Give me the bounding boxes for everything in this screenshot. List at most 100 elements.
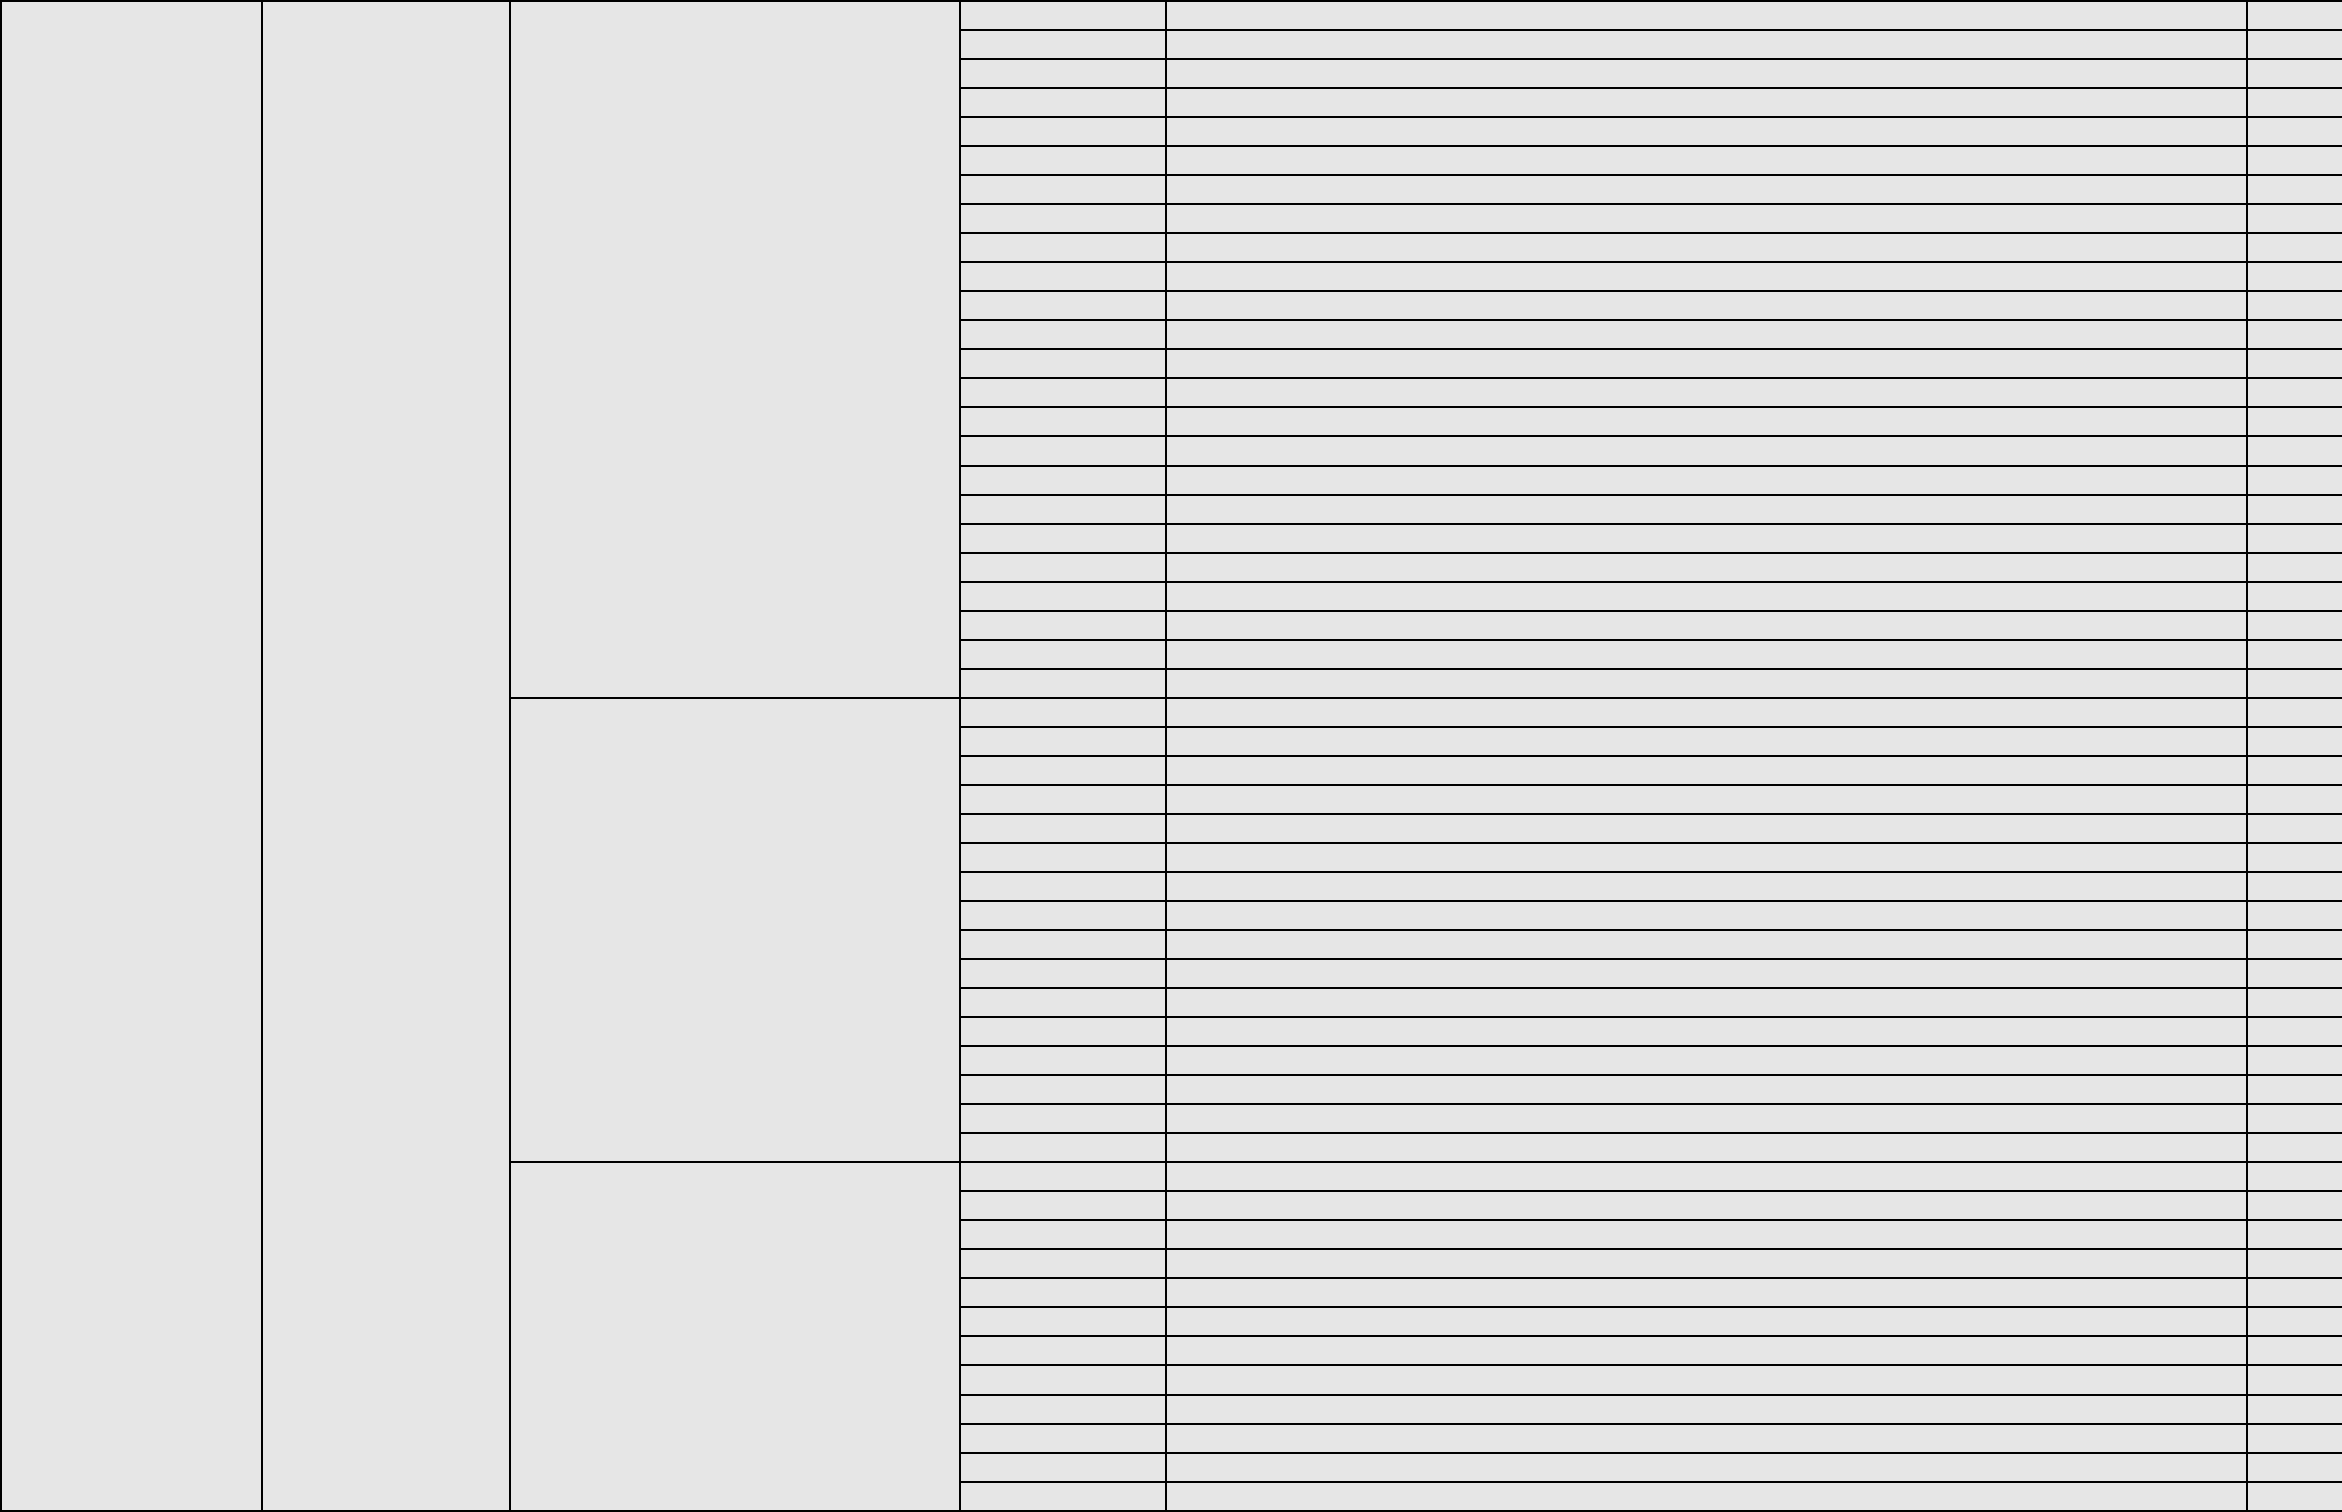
cell-a[interactable] [959, 377, 1167, 409]
cell-b[interactable] [1165, 1306, 2248, 1338]
cell-b[interactable] [1165, 1016, 2248, 1048]
cell-a[interactable] [959, 1393, 1167, 1425]
cell-b[interactable] [1165, 1451, 2248, 1483]
cell-b[interactable] [1165, 319, 2248, 351]
cell-b[interactable] [1165, 464, 2248, 496]
cell-c[interactable] [2246, 406, 2342, 438]
cell-b[interactable] [1165, 232, 2248, 264]
cell-b[interactable] [1165, 377, 2248, 409]
cell-a[interactable] [959, 116, 1167, 148]
cell-b[interactable] [1165, 290, 2248, 322]
cell-a[interactable] [959, 493, 1167, 525]
cell-c[interactable] [2246, 1306, 2342, 1338]
cell-c[interactable] [2246, 1132, 2342, 1164]
cell-b[interactable] [1165, 754, 2248, 786]
cell-c[interactable] [2246, 1480, 2342, 1512]
cell-c[interactable] [2246, 145, 2342, 177]
group-cell[interactable] [509, 696, 961, 1164]
outer-cell-2[interactable] [261, 0, 511, 1512]
cell-c[interactable] [2246, 551, 2342, 583]
cell-b[interactable] [1165, 116, 2248, 148]
cell-c[interactable] [2246, 290, 2342, 322]
cell-c[interactable] [2246, 29, 2342, 61]
cell-a[interactable] [959, 261, 1167, 293]
cell-c[interactable] [2246, 783, 2342, 815]
cell-c[interactable] [2246, 1045, 2342, 1077]
cell-a[interactable] [959, 1364, 1167, 1396]
cell-b[interactable] [1165, 696, 2248, 728]
cell-c[interactable] [2246, 348, 2342, 380]
cell-a[interactable] [959, 1219, 1167, 1251]
cell-b[interactable] [1165, 261, 2248, 293]
cell-b[interactable] [1165, 638, 2248, 670]
cell-c[interactable] [2246, 58, 2342, 90]
cell-a[interactable] [959, 928, 1167, 961]
cell-b[interactable] [1165, 928, 2248, 961]
cell-b[interactable] [1165, 0, 2248, 32]
cell-b[interactable] [1165, 1219, 2248, 1251]
cell-a[interactable] [959, 290, 1167, 322]
group-cell[interactable] [509, 0, 961, 699]
cell-a[interactable] [959, 232, 1167, 264]
cell-c[interactable] [2246, 174, 2342, 206]
cell-c[interactable] [2246, 696, 2342, 728]
cell-b[interactable] [1165, 812, 2248, 844]
cell-a[interactable] [959, 174, 1167, 206]
cell-a[interactable] [959, 870, 1167, 902]
cell-c[interactable] [2246, 609, 2342, 641]
cell-c[interactable] [2246, 638, 2342, 670]
cell-c[interactable] [2246, 987, 2342, 1019]
cell-c[interactable] [2246, 725, 2342, 757]
cell-b[interactable] [1165, 1132, 2248, 1164]
cell-a[interactable] [959, 638, 1167, 670]
cell-c[interactable] [2246, 1074, 2342, 1106]
cell-c[interactable] [2246, 754, 2342, 786]
cell-b[interactable] [1165, 725, 2248, 757]
cell-b[interactable] [1165, 203, 2248, 235]
cell-b[interactable] [1165, 580, 2248, 612]
cell-b[interactable] [1165, 1248, 2248, 1280]
cell-b[interactable] [1165, 1190, 2248, 1222]
cell-a[interactable] [959, 1306, 1167, 1338]
cell-a[interactable] [959, 58, 1167, 90]
cell-a[interactable] [959, 958, 1167, 990]
cell-a[interactable] [959, 1451, 1167, 1483]
cell-c[interactable] [2246, 1393, 2342, 1425]
cell-a[interactable] [959, 696, 1167, 728]
cell-c[interactable] [2246, 1016, 2342, 1048]
cell-c[interactable] [2246, 522, 2342, 554]
cell-b[interactable] [1165, 348, 2248, 380]
cell-a[interactable] [959, 1480, 1167, 1512]
cell-a[interactable] [959, 348, 1167, 380]
cell-c[interactable] [2246, 203, 2342, 235]
cell-b[interactable] [1165, 406, 2248, 438]
cell-c[interactable] [2246, 377, 2342, 409]
cell-a[interactable] [959, 1045, 1167, 1077]
cell-a[interactable] [959, 522, 1167, 554]
cell-a[interactable] [959, 609, 1167, 641]
cell-b[interactable] [1165, 29, 2248, 61]
cell-c[interactable] [2246, 841, 2342, 873]
cell-a[interactable] [959, 29, 1167, 61]
cell-a[interactable] [959, 1074, 1167, 1106]
cell-c[interactable] [2246, 493, 2342, 525]
cell-a[interactable] [959, 1248, 1167, 1280]
cell-a[interactable] [959, 1190, 1167, 1222]
cell-b[interactable] [1165, 522, 2248, 554]
cell-c[interactable] [2246, 958, 2342, 990]
cell-b[interactable] [1165, 1364, 2248, 1396]
cell-b[interactable] [1165, 870, 2248, 902]
cell-a[interactable] [959, 1016, 1167, 1048]
cell-b[interactable] [1165, 1074, 2248, 1106]
cell-c[interactable] [2246, 928, 2342, 961]
cell-a[interactable] [959, 1277, 1167, 1309]
cell-c[interactable] [2246, 1161, 2342, 1193]
cell-b[interactable] [1165, 899, 2248, 932]
cell-a[interactable] [959, 1335, 1167, 1367]
cell-a[interactable] [959, 783, 1167, 815]
cell-a[interactable] [959, 87, 1167, 119]
cell-c[interactable] [2246, 1277, 2342, 1309]
cell-c[interactable] [2246, 0, 2342, 32]
cell-a[interactable] [959, 987, 1167, 1019]
cell-a[interactable] [959, 1161, 1167, 1193]
